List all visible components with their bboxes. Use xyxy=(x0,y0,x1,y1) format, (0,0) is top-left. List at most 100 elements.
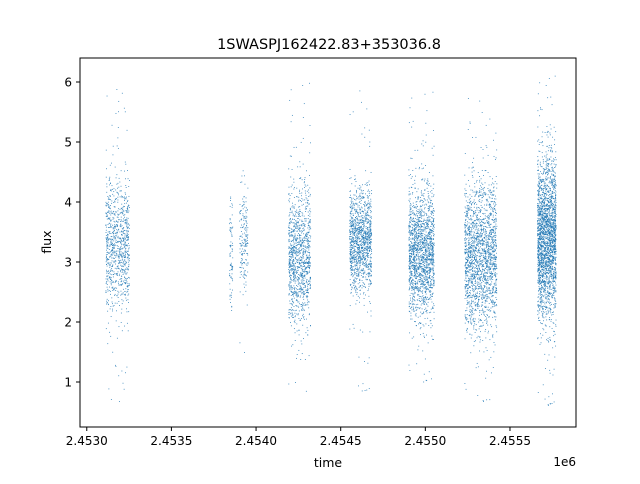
data-point xyxy=(288,233,290,235)
data-point xyxy=(370,247,372,249)
data-point xyxy=(358,247,360,249)
data-point xyxy=(351,251,353,253)
data-point xyxy=(416,234,418,236)
data-point xyxy=(302,240,304,241)
data-point xyxy=(355,224,357,226)
data-point xyxy=(351,286,353,288)
data-point xyxy=(115,211,117,213)
data-point xyxy=(354,235,355,236)
data-point xyxy=(349,220,351,222)
data-point xyxy=(110,226,112,228)
data-point xyxy=(361,236,363,238)
data-point xyxy=(114,282,116,283)
data-point xyxy=(230,230,232,232)
data-point xyxy=(291,222,293,223)
data-point xyxy=(431,212,433,214)
data-point xyxy=(360,222,362,224)
data-point xyxy=(229,227,231,229)
data-point xyxy=(352,203,354,205)
data-point xyxy=(109,256,110,258)
data-point xyxy=(433,273,435,275)
data-point xyxy=(304,294,305,295)
data-point xyxy=(365,226,367,228)
data-point xyxy=(428,248,430,250)
data-point xyxy=(109,245,111,247)
data-point xyxy=(301,238,303,240)
data-point xyxy=(418,258,420,260)
data-point xyxy=(362,217,364,219)
data-point xyxy=(113,195,115,197)
data-point xyxy=(433,130,434,131)
data-point xyxy=(289,265,291,267)
data-point xyxy=(244,278,246,279)
data-point xyxy=(107,242,109,244)
data-point xyxy=(432,307,434,309)
data-point xyxy=(303,215,305,217)
data-point xyxy=(429,285,431,287)
data-point xyxy=(410,249,412,251)
data-point xyxy=(411,309,413,311)
data-point xyxy=(123,254,125,256)
data-point xyxy=(289,214,291,216)
data-point xyxy=(302,302,304,304)
data-point xyxy=(360,203,362,204)
data-point xyxy=(421,266,423,267)
data-point xyxy=(299,178,301,180)
data-point xyxy=(368,229,370,231)
data-point xyxy=(305,390,307,392)
data-point xyxy=(127,253,128,254)
data-point xyxy=(352,237,354,239)
data-point xyxy=(294,204,296,206)
data-point xyxy=(425,221,427,223)
data-point xyxy=(427,249,429,251)
data-point xyxy=(246,224,247,226)
data-point xyxy=(299,263,300,264)
data-point xyxy=(415,215,417,217)
data-point xyxy=(431,190,433,192)
data-point xyxy=(433,218,434,220)
data-point xyxy=(289,281,291,283)
data-point xyxy=(420,241,422,243)
data-point xyxy=(414,259,416,261)
data-point xyxy=(367,213,369,215)
data-point xyxy=(106,269,107,271)
data-point xyxy=(112,216,114,218)
data-point xyxy=(431,205,433,207)
data-point xyxy=(107,280,109,282)
data-point xyxy=(232,226,234,228)
data-point xyxy=(351,223,352,225)
data-point xyxy=(354,212,356,214)
data-point xyxy=(116,183,118,185)
data-point xyxy=(421,280,423,282)
data-point xyxy=(355,221,357,223)
data-point xyxy=(289,236,291,238)
data-point xyxy=(432,175,434,177)
data-point xyxy=(121,252,123,254)
data-point xyxy=(357,268,359,270)
data-point xyxy=(356,228,358,230)
data-point xyxy=(419,239,421,241)
data-point xyxy=(433,207,434,209)
data-point xyxy=(292,218,294,220)
data-point xyxy=(432,258,433,260)
data-point xyxy=(294,225,296,227)
data-point xyxy=(367,206,369,208)
data-point xyxy=(431,263,433,265)
data-point xyxy=(296,267,298,269)
data-point xyxy=(409,308,411,309)
data-point xyxy=(417,223,419,225)
data-point xyxy=(409,267,411,269)
data-point xyxy=(121,212,123,213)
data-point xyxy=(294,236,296,238)
data-point xyxy=(355,199,357,201)
data-point xyxy=(428,249,430,251)
data-point xyxy=(355,230,357,232)
data-point xyxy=(355,240,357,242)
data-point xyxy=(421,242,423,244)
data-point xyxy=(412,246,414,248)
data-point xyxy=(351,264,352,266)
data-point xyxy=(354,243,355,244)
data-point xyxy=(307,232,309,234)
data-point xyxy=(365,263,367,265)
data-point xyxy=(288,263,290,265)
